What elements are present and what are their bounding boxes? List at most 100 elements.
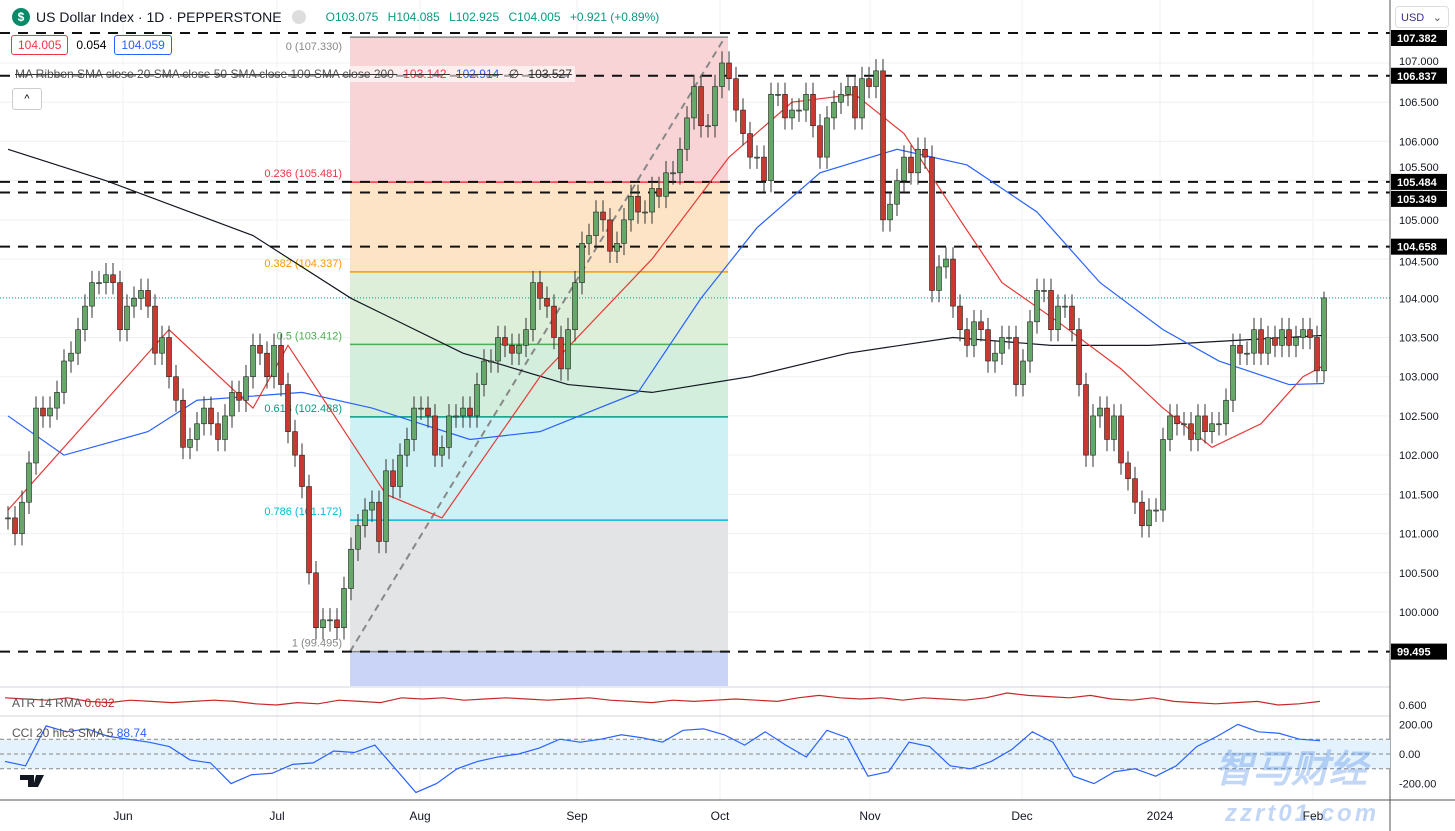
candle-body: [1118, 415, 1124, 464]
candle: [845, 74, 851, 107]
time-axis-label: Oct: [711, 809, 730, 823]
candle: [957, 294, 963, 342]
sma200-value: 103.527: [528, 67, 572, 81]
candle: [964, 317, 970, 358]
symbol-title[interactable]: US Dollar Index · 1D · PEPPERSTONE: [36, 9, 282, 25]
candle-body: [439, 447, 445, 456]
candle-body: [726, 62, 732, 79]
candle-body: [383, 470, 389, 542]
open-value: O103.075: [325, 10, 379, 24]
candle-body: [565, 329, 571, 370]
sma50-value: 102.914: [455, 67, 500, 81]
cci-legend: CCI 20 hlc3 SMA 5 88.74: [12, 726, 147, 740]
minus-icon[interactable]: [291, 10, 306, 24]
candle-body: [698, 86, 704, 127]
candle-body: [957, 305, 963, 330]
cci-value: 88.74: [116, 726, 147, 740]
candle: [796, 98, 802, 122]
candle: [1111, 404, 1117, 452]
candle: [1258, 317, 1264, 365]
buy-button[interactable]: 104.059: [114, 35, 172, 55]
candle: [1104, 396, 1110, 452]
candle-body: [894, 180, 900, 205]
candle-body: [1041, 290, 1047, 292]
fib-level-label: 1 (99.495): [292, 638, 342, 650]
ma-ribbon-legend[interactable]: MA Ribbon SMA close 20 SMA close 50 SMA …: [12, 66, 575, 82]
candle: [341, 576, 347, 640]
candle: [852, 74, 858, 130]
candle: [838, 82, 844, 114]
candle-body: [1090, 415, 1096, 456]
sma20-value: 103.142: [403, 67, 447, 81]
candle: [775, 82, 781, 107]
candle-body: [1188, 423, 1194, 440]
candle-body: [530, 282, 536, 330]
candle: [271, 333, 277, 389]
candle-body: [628, 196, 634, 221]
candle-body: [488, 360, 494, 363]
candle-body: [1083, 384, 1089, 456]
atr-axis-label: 0.600: [1399, 700, 1427, 712]
candle-body: [1076, 329, 1082, 385]
candle-body: [950, 258, 956, 307]
candle: [684, 106, 690, 162]
cci-line: [4, 723, 1321, 794]
candle-body: [152, 305, 158, 354]
candle: [803, 82, 809, 122]
price-axis-label: 107.000: [1399, 56, 1439, 68]
candle: [523, 317, 529, 358]
candle-body: [187, 439, 193, 448]
level-price-badge: [1391, 67, 1447, 84]
candle-body: [327, 619, 333, 622]
candle-body: [229, 392, 235, 417]
candle: [789, 98, 795, 130]
candle-body: [411, 407, 417, 440]
candle: [978, 310, 984, 342]
candle: [908, 145, 914, 185]
candle-body: [453, 415, 459, 418]
candle: [901, 145, 907, 193]
candle-body: [1244, 352, 1250, 355]
candle: [761, 145, 767, 193]
candle: [1048, 278, 1054, 342]
candle: [26, 451, 32, 514]
candle: [397, 443, 403, 499]
candle: [873, 59, 879, 99]
price-axis-label: 100.000: [1399, 607, 1439, 619]
candle: [936, 255, 942, 303]
candle-body: [257, 345, 263, 354]
candle-body: [614, 243, 620, 252]
candle-body: [1202, 415, 1208, 432]
level-price-badge: [1391, 30, 1447, 46]
currency-select[interactable]: USD ⌄: [1395, 6, 1449, 28]
candle-body: [600, 211, 606, 221]
collapse-legend-button[interactable]: ^: [12, 88, 42, 110]
candle: [285, 372, 291, 444]
candle: [299, 443, 305, 499]
candle: [187, 427, 193, 460]
candle: [509, 333, 515, 365]
candle-body: [1181, 423, 1187, 426]
time-axis-label: Feb: [1303, 809, 1324, 823]
price-axis-label: 106.000: [1399, 136, 1439, 148]
sell-button[interactable]: 104.005: [11, 35, 69, 55]
candle: [698, 74, 704, 138]
fib-zone: [350, 182, 728, 272]
candle: [530, 270, 536, 342]
time-axis-label: Jun: [113, 809, 132, 823]
candle-body: [1097, 407, 1103, 417]
fib-level-label: 0.5 (103.412): [277, 330, 342, 342]
candle-body: [901, 156, 907, 181]
chevron-down-icon: ⌄: [1432, 12, 1442, 24]
candle: [201, 396, 207, 436]
candle: [1202, 404, 1208, 444]
candle-body: [712, 86, 718, 127]
candle: [663, 161, 669, 209]
candle: [376, 490, 382, 554]
candle-body: [1020, 360, 1026, 385]
candle: [1020, 349, 1026, 397]
candle-body: [432, 415, 438, 456]
candle-body: [1300, 329, 1306, 338]
candle: [971, 310, 977, 358]
